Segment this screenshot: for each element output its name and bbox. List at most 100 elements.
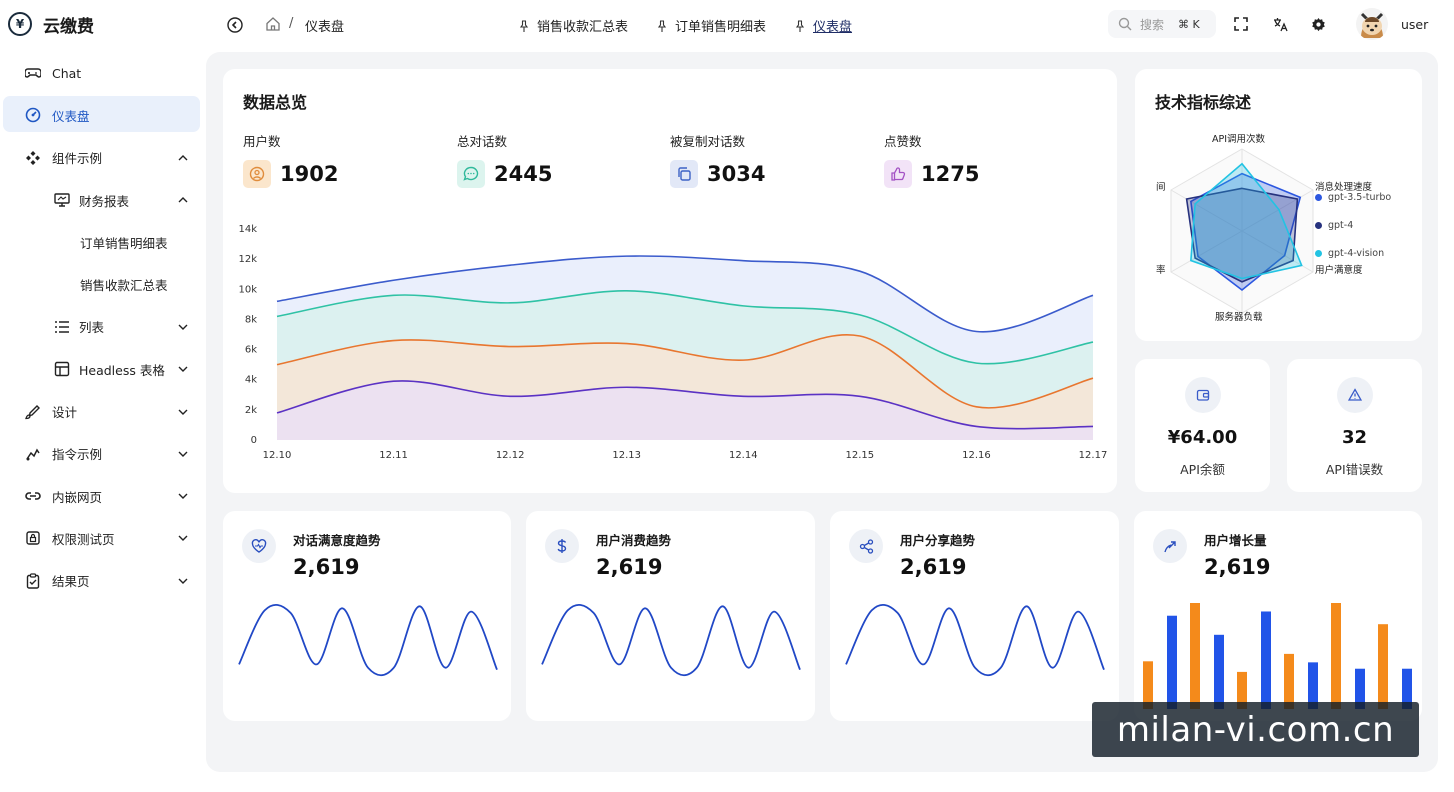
sidebar-item-components[interactable]: 组件示例: [0, 137, 205, 179]
bar: [1378, 624, 1388, 709]
pin-icon: [657, 19, 667, 32]
settings-button[interactable]: [1308, 14, 1328, 34]
sidebar-item-dashboard[interactable]: 仪表盘: [0, 94, 205, 136]
sidebar-item-permission[interactable]: 权限测试页: [0, 517, 205, 559]
legend-item[interactable]: gpt-4: [1315, 220, 1353, 231]
trend-value: 2,619: [1204, 555, 1271, 579]
bar: [1237, 671, 1247, 709]
legend-label: gpt-3.5-turbo: [1328, 192, 1392, 203]
language-button[interactable]: [1270, 14, 1290, 34]
user-name[interactable]: user: [1401, 17, 1429, 32]
gear-icon: [1311, 17, 1325, 31]
sidebar-item-finance[interactable]: 财务报表: [0, 179, 205, 221]
x-tick-label: 12.17: [1079, 450, 1108, 461]
copy-icon: [670, 160, 698, 188]
user-icon: [243, 160, 271, 188]
tab-order-sales[interactable]: 订单销售明细表: [657, 16, 766, 35]
x-tick-label: 12.13: [612, 450, 641, 461]
radar-indicator-label: API调用次数: [1212, 134, 1266, 145]
fullscreen-icon: [1234, 17, 1248, 31]
api-balance-label: API余额: [1180, 462, 1225, 477]
heart-icon: [242, 529, 276, 563]
legend-item[interactable]: gpt-4-vision: [1315, 248, 1384, 259]
radar-title: 技术指标综述: [1155, 93, 1252, 112]
trend-value: 2,619: [596, 555, 663, 579]
api-balance-card: ¥64.00 API余额: [1135, 359, 1270, 492]
trend-line: [238, 604, 498, 677]
table-icon: [53, 360, 71, 378]
search-input[interactable]: 搜索 ⌘ K: [1108, 10, 1216, 38]
y-tick-label: 12k: [238, 254, 257, 265]
sidebar-item-embedded[interactable]: 内嵌网页: [0, 475, 205, 517]
legend-item[interactable]: gpt-3.5-turbo: [1315, 192, 1391, 203]
trend-label: 用户增长量: [1204, 533, 1267, 548]
overview-card: 数据总览 用户数 1902 总对话数 2445 被复制对话数 3034 点赞数: [223, 69, 1117, 493]
chevron-down-icon: [178, 451, 188, 457]
bar: [1261, 611, 1271, 709]
collapse-sidebar-icon[interactable]: [226, 16, 244, 34]
trend-line-chart: [541, 604, 801, 677]
radar-axis: [1241, 189, 1314, 232]
trend-line-chart: [238, 604, 498, 677]
list-icon: [53, 318, 71, 336]
sidebar-item-label: Headless 表格: [79, 362, 165, 378]
monitor-icon: [53, 191, 71, 209]
area-chart: 0 2k 4k 6k 8k 10k 12k 14k 12.10 12.11 12.12 12.13 12…: [238, 224, 1108, 461]
fullscreen-button[interactable]: [1231, 14, 1251, 34]
x-tick-label: 12.14: [729, 450, 758, 461]
sidebar-item-label: 订单销售明细表: [80, 235, 168, 251]
warning-icon: [1337, 377, 1373, 413]
sidebar-item-result[interactable]: 结果页: [0, 560, 205, 602]
active-nav-highlight: [3, 96, 200, 132]
sidebar-item-headless-table[interactable]: Headless 表格: [0, 348, 205, 390]
bar: [1167, 615, 1177, 709]
thumb-up-icon: [884, 160, 912, 188]
sidebar-item-chat[interactable]: Chat: [0, 52, 205, 94]
tab-dashboard[interactable]: 仪表盘: [795, 16, 852, 35]
x-tick-label: 12.10: [263, 450, 292, 461]
chat-icon: [457, 160, 485, 188]
legend-label: gpt-4: [1328, 220, 1354, 231]
chevron-up-icon: [178, 154, 188, 161]
api-errors-card: 32 API错误数: [1287, 359, 1422, 492]
stat-label: 总对话数: [457, 134, 508, 149]
sidebar-item-design[interactable]: 设计: [0, 390, 205, 432]
radar-indicator-label: 间: [1156, 182, 1166, 193]
app-logo[interactable]: ¥ 云缴费: [8, 11, 94, 37]
sidebar-item-label: Chat: [52, 65, 82, 81]
sidebar-item-sales-summary[interactable]: 销售收款汇总表: [0, 263, 205, 305]
sidebar-item-list[interactable]: 列表: [0, 306, 205, 348]
sidebar-item-label: 结果页: [52, 574, 90, 590]
brush-icon: [24, 403, 42, 421]
stat-label: 被复制对话数: [670, 134, 746, 149]
api-errors-label: API错误数: [1325, 462, 1384, 477]
breadcrumb-current[interactable]: 仪表盘: [305, 20, 345, 35]
dollar-icon: [545, 529, 579, 563]
breadcrumb-separator: /: [289, 16, 294, 31]
clipboard-icon: [24, 572, 42, 590]
trend-label: 用户消费趋势: [596, 533, 672, 548]
bar: [1284, 653, 1294, 709]
trend-label: 对话满意度趋势: [293, 533, 381, 548]
radar-indicator-label: 消息处理速度: [1315, 182, 1373, 193]
x-tick-label: 12.11: [379, 450, 408, 461]
sidebar-item-label: 权限测试页: [52, 531, 115, 547]
tab-sales-summary[interactable]: 销售收款汇总表: [519, 16, 628, 35]
avatar[interactable]: [1356, 8, 1388, 40]
home-icon[interactable]: [265, 16, 281, 32]
legend-label: gpt-4-vision: [1328, 248, 1385, 259]
chevron-down-icon: [178, 493, 188, 500]
stat-label: 点赞数: [884, 134, 922, 149]
chevron-down-icon: [178, 366, 188, 373]
stat-value: 3034: [707, 162, 766, 186]
chevron-down-icon: [178, 409, 188, 415]
translate-icon: [1273, 17, 1288, 31]
sidebar-item-commands[interactable]: 指令示例: [0, 433, 205, 475]
api-errors-value: 32: [1341, 427, 1368, 448]
link-icon: [24, 487, 42, 505]
sidebar-item-order-sales[interactable]: 订单销售明细表: [0, 221, 205, 263]
trend-line: [541, 604, 801, 677]
trend-label: 用户分享趋势: [900, 533, 976, 548]
trend-card-satisfaction: 对话满意度趋势 2,619: [223, 511, 511, 721]
series-area: [277, 380, 1093, 440]
